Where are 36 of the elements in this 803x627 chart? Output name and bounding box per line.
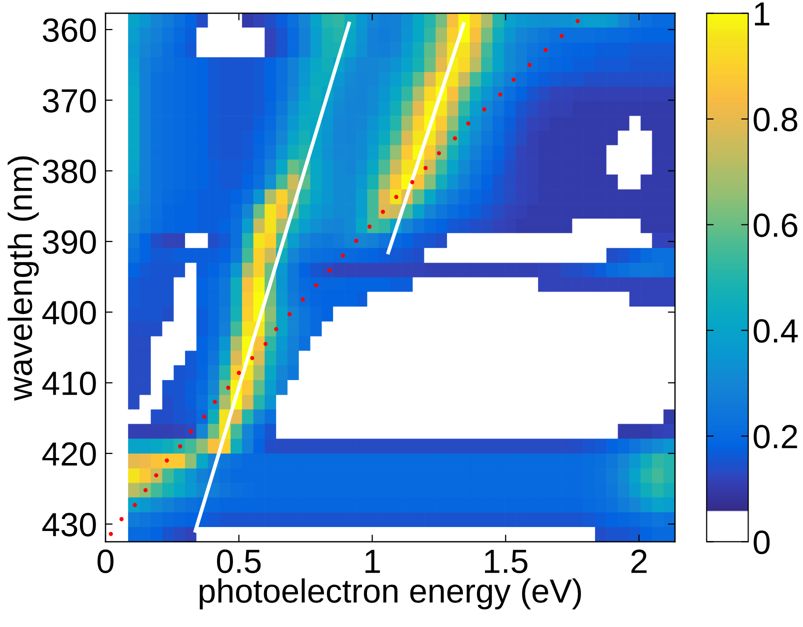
point (410, 180, 414, 184)
point (340, 254, 345, 258)
x-tick-label: 1.5 (485, 550, 528, 574)
color-bar-label: 0.8 (754, 108, 798, 132)
x-tick-label: 1 (366, 550, 380, 573)
y-tick-label: 360 (42, 18, 96, 42)
point (466, 121, 470, 126)
point (482, 107, 486, 112)
point (368, 224, 372, 229)
color-bar-label: 0.6 (754, 213, 798, 238)
y-tick-label: 380 (42, 160, 96, 184)
point (250, 356, 254, 360)
y-tick-label: 370 (42, 88, 96, 113)
x-tick-label: 2 (631, 550, 647, 573)
y-tick-label: 400 (42, 300, 96, 325)
point (274, 327, 278, 332)
x-tick-label: 0 (98, 550, 114, 574)
point (528, 62, 532, 67)
point (287, 312, 292, 316)
color-bar-label: 0 (754, 530, 770, 554)
y-tick-label: 390 (42, 230, 96, 254)
x-tick-label: 0.5 (217, 550, 261, 574)
point (512, 78, 516, 82)
y-tick-label: 420 (42, 442, 96, 466)
color-bar-label: 0.4 (754, 319, 798, 343)
y-axis-title: wavelength (nm) (8, 156, 39, 401)
y-tick-label: 430 (42, 512, 96, 536)
color-bar-label: 0.2 (754, 424, 798, 448)
point (226, 386, 230, 390)
point (424, 166, 428, 170)
x-axis-title: photoelectron energy (eV) (200, 578, 581, 610)
y-tick-label: 410 (42, 372, 96, 396)
point (560, 34, 564, 38)
color-bar-label: 1 (754, 2, 770, 26)
point (354, 238, 358, 243)
point (263, 342, 268, 346)
